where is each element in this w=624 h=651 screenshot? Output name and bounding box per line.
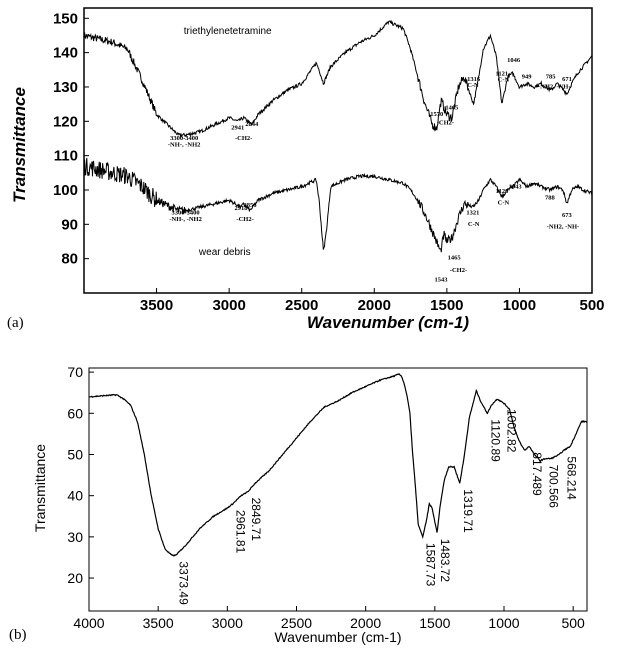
peak-annotation: -CH2-: [450, 267, 467, 274]
peak-annotation: 2844: [245, 121, 259, 128]
a-y-tick-label: 110: [54, 148, 78, 165]
peak-annotation: 1321: [466, 209, 479, 216]
a-y-tick-label: 130: [53, 79, 78, 96]
a-y-tick-label: 80: [61, 251, 78, 268]
peak-annotation: 1120: [496, 188, 509, 195]
a-y-tick-label: 100: [53, 182, 78, 199]
peak-annotation: 2961.81: [234, 510, 248, 554]
peak-annotation: 1120.89: [488, 419, 502, 462]
b-series-transmittance: [88, 373, 588, 557]
a-series-triethylenetetramine: [83, 19, 593, 138]
b-x-tick-label: 500: [561, 615, 585, 631]
b-x-tick-label: 1500: [419, 615, 450, 631]
peak-annotation: 2856: [244, 202, 258, 209]
peak-annotation: 3300-3400: [170, 135, 198, 142]
peak-annotation: 568.214: [565, 456, 579, 500]
peak-annotation: 2849.71: [249, 498, 263, 542]
peak-annotation: 1570: [430, 111, 443, 118]
peak-annotation: 1587.73: [424, 543, 438, 587]
peak-annotation: -CH2-: [437, 120, 454, 127]
peak-annotation: -NH2, -NH-: [538, 83, 571, 90]
peak-annotation: -NH-, -NH2: [169, 216, 202, 223]
peak-annotation: 671: [562, 76, 572, 83]
peak-annotation: C-N: [468, 221, 480, 228]
peak-annotation: 949: [522, 73, 533, 80]
peak-annotation: 1316: [467, 76, 481, 83]
b-y-tick-label: 50: [67, 446, 83, 462]
a-y-tick-label: 150: [53, 10, 78, 27]
a-y-tick-label: 140: [53, 45, 78, 62]
peak-annotation: -CH2-: [235, 135, 252, 142]
panel-b-plot-frame: [88, 367, 588, 612]
peak-annotation: 1121: [496, 70, 509, 77]
a-x-tick-label: 2000: [358, 297, 391, 314]
b-x-tick-label: 3000: [212, 615, 243, 631]
peak-annotation: 817.489: [530, 452, 544, 496]
b-y-tick-label: 40: [67, 488, 83, 504]
b-x-tick-label: 2000: [350, 615, 381, 631]
peak-annotation: 1465: [448, 254, 462, 261]
b-x-tick-label: 2500: [281, 615, 312, 631]
panel-b-y-axis-title: Transmittance: [32, 444, 48, 532]
a-x-tick-label: 2500: [285, 297, 318, 314]
b-y-tick-label: 70: [67, 364, 83, 380]
panel-a-y-axis-title: Transmittance: [10, 87, 29, 203]
peak-annotation: 700.566: [546, 465, 560, 509]
a-x-tick-label: 1500: [430, 297, 463, 314]
series-name-label: wear debris: [198, 247, 251, 258]
peak-annotation: 2941: [231, 125, 244, 132]
peak-annotation: 788: [545, 194, 556, 201]
b-y-tick-label: 20: [67, 570, 83, 586]
b-x-tick-label: 3500: [143, 615, 174, 631]
a-series-wear-debris: [83, 157, 593, 253]
peak-annotation: 1465: [445, 104, 459, 111]
peak-annotation: 1483.72: [438, 539, 452, 583]
peak-annotation: -NH2, -NH-: [547, 223, 580, 230]
peak-annotation: C-N: [498, 76, 510, 83]
b-y-tick-label: 30: [67, 529, 83, 545]
panel-b-chart: 4000 3500 3000 2500 2000 1500 1000 500 20 30 40 50…: [9, 364, 588, 645]
peak-annotation: 3373.49: [177, 561, 191, 605]
peak-annotation: C-N: [498, 199, 510, 206]
panel-a-plot-frame: [83, 7, 593, 294]
peak-annotation: 673: [562, 212, 573, 219]
panel-a-chart: 3500 3000 2500 2000 1500 1000 500 80 90 100 110 12…: [7, 7, 605, 332]
b-x-tick-label: 4000: [73, 615, 104, 631]
panel-a-x-axis-title: Wavenumber (cm-1): [307, 313, 470, 332]
a-x-tick-label: 3500: [140, 297, 173, 314]
a-x-tick-label: 500: [579, 297, 604, 314]
a-x-tick-label: 1000: [503, 297, 536, 314]
panel-b-x-axis-title: Wavenumber (cm-1): [274, 629, 401, 645]
a-y-tick-label: 120: [53, 113, 78, 130]
panel-a-label: (a): [7, 315, 24, 331]
peak-annotation: 1043: [509, 183, 523, 190]
b-y-tick-label: 60: [67, 405, 83, 421]
peak-annotation: 1002.82: [505, 409, 519, 453]
peak-annotation: C-N: [467, 82, 479, 89]
peak-annotation: 2918: [235, 205, 249, 212]
peak-annotation: 1319.71: [461, 489, 475, 533]
peak-annotation: 1046: [507, 57, 521, 64]
a-y-tick-label: 90: [61, 216, 78, 233]
peak-annotation: 785: [546, 73, 557, 80]
panel-b-label: (b): [9, 627, 27, 643]
peak-annotation: 3300-3400: [172, 209, 200, 216]
b-x-tick-label: 1000: [488, 615, 519, 631]
peak-annotation: -NH-, -NH2: [168, 142, 201, 149]
series-name-label: triethylenetetramine: [184, 26, 272, 37]
a-x-tick-label: 3000: [212, 297, 245, 314]
peak-annotation: -CH2-: [236, 216, 253, 223]
peak-annotation: 1543: [435, 277, 449, 284]
